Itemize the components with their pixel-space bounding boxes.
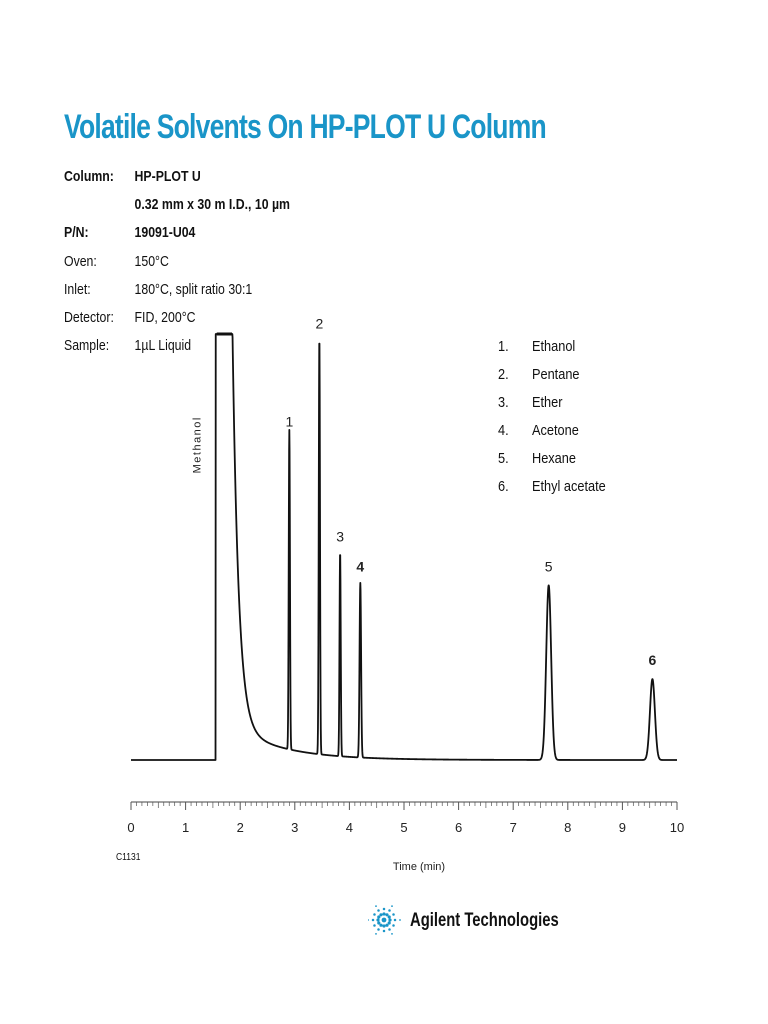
spark-center-dot xyxy=(381,917,387,923)
peak-label: 4 xyxy=(356,558,364,574)
spark-dot xyxy=(368,919,369,921)
spark-dot xyxy=(379,913,383,917)
legend-number: 3. xyxy=(498,394,509,411)
x-tick-label: 3 xyxy=(291,820,298,835)
spark-dot xyxy=(377,909,380,912)
spark-dot xyxy=(373,924,376,927)
param-value: 0.32 mm x 30 m I.D., 10 µm xyxy=(134,196,290,213)
spark-dot xyxy=(399,919,401,921)
spark-dot xyxy=(382,912,386,916)
spark-dot xyxy=(391,905,393,908)
spark-dot xyxy=(388,918,392,922)
peak-label: 2 xyxy=(315,316,323,332)
chromatogram-trace-group xyxy=(130,332,678,761)
spark-dot xyxy=(382,907,386,911)
legend-number: 6. xyxy=(498,478,509,495)
x-tick-label: 2 xyxy=(237,820,244,835)
spark-dot xyxy=(391,932,393,935)
spark-dot xyxy=(382,924,386,928)
x-tick-label: 4 xyxy=(346,820,353,835)
spark-dot xyxy=(385,923,389,927)
param-label: Sample: xyxy=(64,337,110,354)
param-value: 19091-U04 xyxy=(134,224,196,241)
spark-dot xyxy=(377,928,380,931)
param-value: FID, 200°C xyxy=(134,309,196,326)
figure-code: C1131 xyxy=(116,852,141,863)
legend-number: 4. xyxy=(498,422,509,439)
spark-dot xyxy=(392,924,395,927)
x-tick-label: 8 xyxy=(564,820,571,835)
param-label: Inlet: xyxy=(64,281,91,298)
x-tick-label: 1 xyxy=(182,820,189,835)
spark-dot xyxy=(376,918,380,922)
spark-dot xyxy=(373,913,376,916)
peak-label: 1 xyxy=(285,414,293,430)
param-value: 180°C, split ratio 30:1 xyxy=(134,281,253,298)
x-tick-label: 10 xyxy=(670,820,684,835)
param-label: Detector: xyxy=(64,309,114,326)
spark-dot xyxy=(392,913,395,916)
spark-dot xyxy=(387,921,391,925)
chromatogram-trace xyxy=(130,333,678,761)
peak-label: 3 xyxy=(336,529,344,545)
spark-dot xyxy=(377,921,381,925)
logo-text: Agilent Technologies xyxy=(410,910,559,931)
legend-compound: Acetone xyxy=(532,422,579,439)
spark-dot xyxy=(375,932,377,935)
spark-dot xyxy=(375,905,377,908)
param-value: 1µL Liquid xyxy=(134,337,192,354)
param-value: HP-PLOT U xyxy=(134,168,201,185)
x-tick-label: 6 xyxy=(455,820,462,835)
peak-label: 6 xyxy=(649,652,657,668)
param-label: Column: xyxy=(64,168,114,185)
spark-dot xyxy=(377,915,381,919)
peak-label: 5 xyxy=(545,558,553,574)
spark-dot xyxy=(388,909,391,912)
param-label: P/N: xyxy=(64,224,89,241)
agilent-spark-icon xyxy=(368,905,401,935)
spark-dot xyxy=(379,923,383,927)
param-label: Oven: xyxy=(64,253,97,270)
x-tick-label: 5 xyxy=(400,820,407,835)
legend-compound: Ethanol xyxy=(532,338,576,355)
spark-dot xyxy=(385,913,389,917)
legend-compound: Pentane xyxy=(532,366,580,383)
legend-number: 2. xyxy=(498,366,509,383)
spark-dot xyxy=(371,918,375,922)
peak-labels: 1 2 34 5 6 Methanol xyxy=(192,316,657,669)
param-value: 150°C xyxy=(134,253,169,270)
legend-number: 5. xyxy=(498,450,509,467)
spark-dot xyxy=(393,918,397,922)
spark-dot xyxy=(388,928,391,931)
legend-number: 1. xyxy=(498,338,509,355)
page-title: Volatile Solvents On HP-PLOT U Column xyxy=(64,108,547,146)
x-axis-label: Time (min) xyxy=(393,861,445,873)
spark-dot xyxy=(382,929,386,933)
agilent-logo: Agilent Technologies xyxy=(368,892,559,952)
legend-compound: Ethyl acetate xyxy=(532,478,606,495)
time-axis: 0 1 2 3 4 5 6 7 8 9 10 Time (min) xyxy=(127,801,684,873)
x-tick-label: 9 xyxy=(619,820,626,835)
x-tick-label: 0 xyxy=(127,820,134,835)
legend-compound: Ether xyxy=(532,394,563,411)
solvent-peak-label: Methanol xyxy=(192,416,204,473)
spark-dot xyxy=(387,915,391,919)
x-tick-label: 7 xyxy=(510,820,517,835)
legend-compound: Hexane xyxy=(532,450,576,467)
